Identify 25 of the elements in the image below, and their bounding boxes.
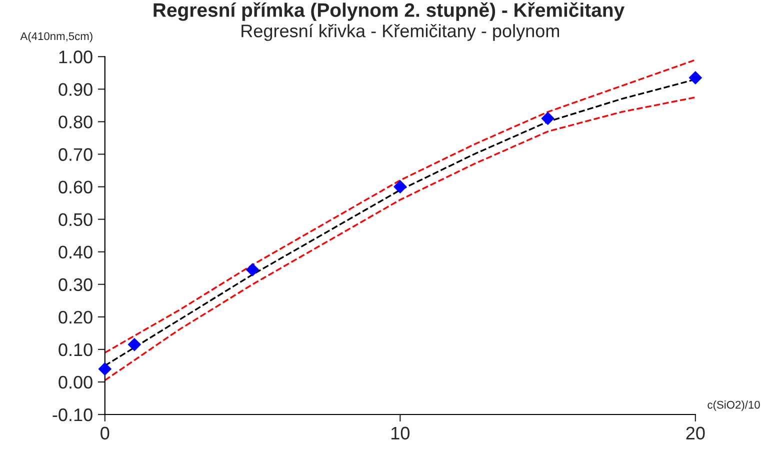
y-tick-label: 0.20 <box>58 310 92 324</box>
point <box>128 338 141 352</box>
y-tick-label: 0.50 <box>58 213 92 226</box>
point <box>246 263 260 276</box>
x-tick-label: 20 <box>686 426 705 440</box>
y-tick-label: 0.70 <box>58 148 92 161</box>
point <box>98 362 112 376</box>
point <box>394 180 407 194</box>
y-tick-label: 0.60 <box>58 180 92 194</box>
x-tick-label: 0 <box>100 426 110 440</box>
chart-title: Regresní přímka (Polynom 2. stupně) - Křemičitany <box>154 2 624 21</box>
y-axis-title: A(410nm,5cm) <box>20 32 92 42</box>
y-tick-label: 0.00 <box>58 376 92 389</box>
point <box>688 71 702 84</box>
x-tick-label: 10 <box>391 426 410 440</box>
y-tick-label: 0.80 <box>58 116 92 128</box>
y-tick-label: 0.30 <box>58 278 92 292</box>
y-tick-label: 0.90 <box>58 83 92 96</box>
y-tick-label: -0.10 <box>52 408 92 422</box>
y-tick-label: 1.00 <box>59 50 92 64</box>
y-tick-label: 0.40 <box>58 246 92 259</box>
chart-subtitle: Regresní křivka - Křemičitany - polynom <box>242 24 560 41</box>
y-tick-label: 0.10 <box>58 343 92 356</box>
point <box>541 112 554 126</box>
x-axis-title: c(SiO2)/10 <box>708 400 760 411</box>
